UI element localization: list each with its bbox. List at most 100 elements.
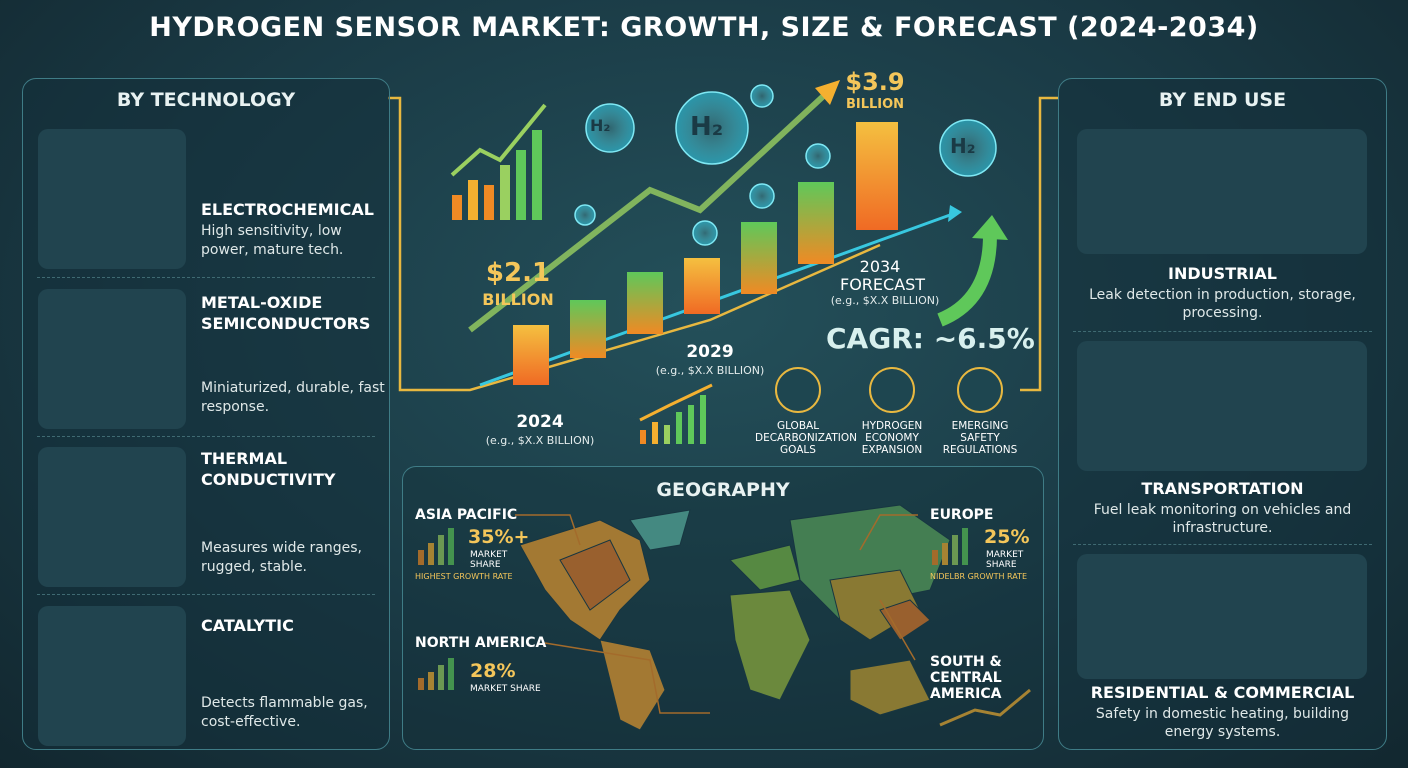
tech-name: THERMAL CONDUCTIVITY: [201, 449, 336, 489]
panel-heading: GEOGRAPHY: [656, 479, 790, 501]
end-use-panel: BY END USE INDUSTRIAL Leak detection in …: [1058, 78, 1387, 750]
bars: [513, 325, 549, 385]
mini-chart: [452, 195, 462, 220]
bars: [741, 222, 777, 294]
region-charts: [418, 550, 424, 565]
region-share: 35%+: [468, 526, 530, 548]
region-charts: [952, 535, 958, 565]
region-charts: [428, 543, 434, 565]
mini-chart: [450, 103, 547, 177]
mini-chart: [676, 412, 682, 444]
end-use-description: Safety in domestic heating, building ene…: [1095, 706, 1350, 740]
icon: [38, 289, 186, 429]
share-label: MARKET SHARE: [470, 550, 508, 570]
milestone-year: 2024: [516, 412, 564, 432]
bars: [570, 300, 606, 358]
milestone-year: 2034 FORECAST: [840, 257, 926, 294]
icon: [1077, 554, 1367, 679]
mini-chart: [688, 405, 694, 444]
technology-panel: BY TECHNOLOGY ELECTROCHEMICAL High sensi…: [22, 78, 390, 750]
world-map: [599, 639, 666, 731]
bubbles: [574, 204, 596, 226]
share-label: MARKET SHARE: [986, 550, 1024, 570]
driver-icons: [775, 367, 1003, 413]
bubbles: [939, 119, 997, 177]
region-charts: [438, 535, 444, 565]
geography-panel: GEOGRAPHY: [402, 466, 1044, 750]
mini-chart: [664, 425, 670, 444]
tech-name: CATALYTIC: [201, 616, 294, 635]
map-connectors: [515, 514, 581, 546]
world-map: [629, 509, 691, 551]
world-map: [559, 539, 631, 611]
mini-chart: [516, 150, 526, 220]
title: HYDROGEN SENSOR MARKET: GROWTH, SIZE & F…: [149, 12, 1259, 43]
share-label: MARKET SHARE: [470, 684, 541, 694]
arrow-head: [815, 80, 840, 105]
driver-icons: [869, 367, 915, 413]
end-use-description: Leak detection in production, storage, p…: [1089, 287, 1356, 321]
bubbles: [692, 220, 718, 246]
world-map: [879, 599, 931, 641]
region-name: ASIA PACIFIC: [415, 507, 518, 523]
map-connectors: [859, 514, 918, 551]
region-charts: [932, 550, 938, 565]
arrow-head: [972, 215, 1008, 240]
cagr: CAGR: ~6.5%: [826, 322, 1035, 355]
map-connectors: [515, 514, 918, 714]
driver: EMERGING SAFETY REGULATIONS: [942, 420, 1018, 456]
milestone-note: (e.g., $X.X BILLION): [655, 364, 765, 377]
region-charts: [942, 543, 948, 565]
map-connectors: [544, 642, 710, 714]
mini-chart: [640, 430, 646, 444]
icon: [1077, 129, 1367, 254]
driver-icons: [957, 367, 1003, 413]
milestone-note: (e.g., $X.X BILLION): [830, 294, 940, 307]
region-note: HIGHEST GROWTH RATE: [415, 572, 513, 581]
end-value: $3.9: [845, 68, 905, 96]
bubbles: [805, 143, 831, 169]
cagr-arrow: [937, 234, 997, 327]
separator: [37, 436, 375, 437]
bars: [627, 272, 663, 334]
milestone-year: 2029: [686, 342, 734, 362]
region-charts: [418, 528, 1031, 727]
world-map: [849, 659, 931, 716]
icon: [38, 447, 186, 587]
end-use-name: RESIDENTIAL & COMMERCIAL: [1090, 683, 1355, 702]
growth-arrow: [468, 87, 833, 333]
mini-chart: [484, 185, 494, 220]
driver-icons: [775, 367, 821, 413]
mini-chart: [700, 395, 706, 444]
region-name: SOUTH & CENTRAL AMERICA: [930, 654, 1002, 702]
separator: [1073, 544, 1372, 545]
region-note: NIDELBR GROWTH RATE: [930, 572, 1028, 581]
panel-heading: BY TECHNOLOGY: [116, 89, 296, 111]
separator: [1073, 331, 1372, 332]
region-share: 28%: [470, 660, 516, 682]
icon: [1077, 341, 1367, 471]
tech-description: High sensitivity, low power, mature tech…: [201, 223, 344, 258]
bubble-label: H₂: [590, 116, 611, 135]
end-use-name: INDUSTRIAL: [1168, 264, 1277, 283]
mini-chart: [639, 383, 713, 422]
bars: [798, 182, 834, 264]
milestone-note: (e.g., $X.X BILLION): [485, 434, 595, 447]
bubbles: [574, 84, 997, 246]
end-use-name: TRANSPORTATION: [1141, 479, 1304, 498]
mini-chart: [468, 180, 478, 220]
bubbles: [750, 84, 774, 108]
icon: [38, 606, 186, 746]
panel-heading: BY END USE: [1158, 89, 1287, 111]
arrow-head: [948, 205, 962, 222]
world-map: [519, 504, 951, 731]
bubbles: [749, 183, 775, 209]
separator: [37, 277, 375, 278]
region-charts: [428, 672, 434, 690]
region-charts: [438, 665, 444, 690]
region-charts: [448, 658, 454, 690]
world-map: [729, 589, 811, 701]
bubbles: [675, 91, 749, 165]
icon: [38, 129, 186, 269]
